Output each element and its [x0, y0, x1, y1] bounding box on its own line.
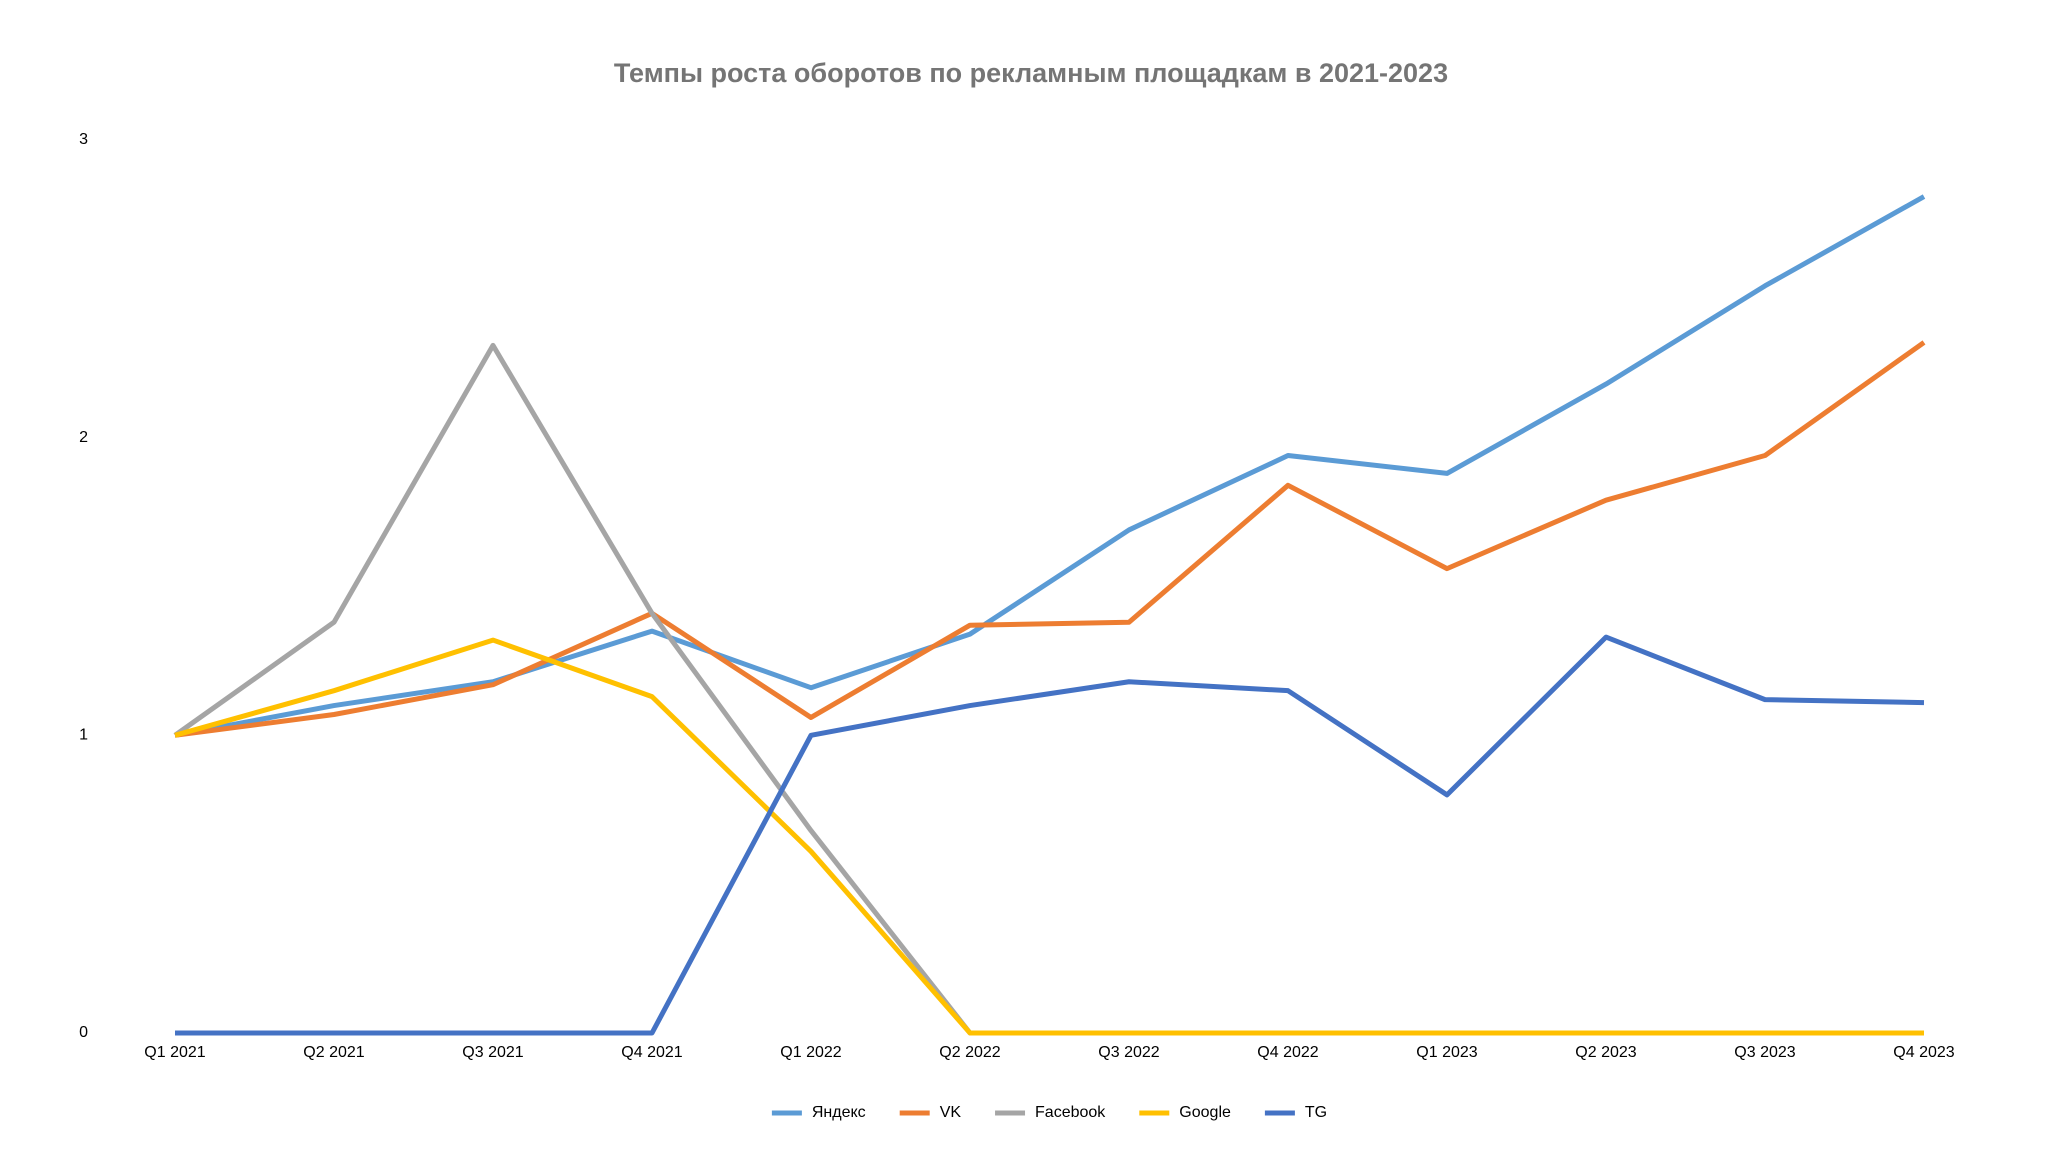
y-tick-label: 2	[79, 429, 88, 446]
series-line	[175, 634, 1925, 1036]
legend-label: Яндекс	[812, 1104, 866, 1121]
x-tick-label: Q4 2021	[621, 1044, 682, 1061]
series-line	[174, 340, 1926, 738]
series-line	[174, 194, 1926, 738]
legend-label: VK	[940, 1104, 962, 1121]
x-tick-label: Q1 2022	[780, 1044, 841, 1061]
x-tick-label: Q3 2023	[1734, 1044, 1795, 1061]
y-tick-label: 3	[79, 131, 88, 148]
x-tick-label: Q1 2023	[1416, 1044, 1477, 1061]
x-tick-label: Q3 2021	[462, 1044, 523, 1061]
legend-label: TG	[1305, 1104, 1327, 1121]
x-tick-label: Q4 2023	[1893, 1044, 1954, 1061]
y-tick-label: 1	[79, 727, 88, 744]
x-tick-label: Q1 2021	[144, 1044, 205, 1061]
legend-label: Facebook	[1035, 1104, 1106, 1121]
legend-label: Google	[1179, 1104, 1231, 1121]
series-line	[174, 637, 1924, 1036]
x-tick-label: Q2 2022	[939, 1044, 1000, 1061]
x-tick-label: Q4 2022	[1257, 1044, 1318, 1061]
x-tick-label: Q2 2021	[303, 1044, 364, 1061]
chart-title: Темпы роста оборотов по рекламным площад…	[614, 58, 1448, 88]
x-tick-label: Q3 2022	[1098, 1044, 1159, 1061]
x-tick-label: Q2 2023	[1575, 1044, 1636, 1061]
y-tick-label: 0	[79, 1024, 88, 1041]
